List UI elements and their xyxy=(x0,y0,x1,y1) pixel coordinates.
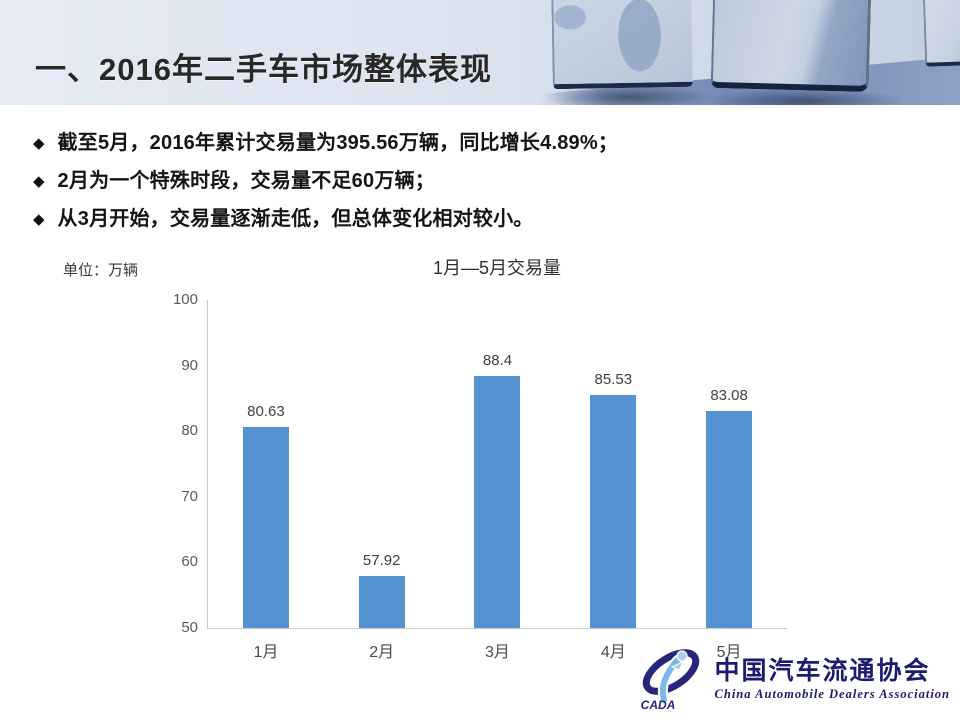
cube-icon xyxy=(922,0,960,67)
y-tick-label: 80 xyxy=(181,422,198,440)
chart-unit-label: 单位：万辆 xyxy=(63,262,139,279)
bar-value-label: 57.92 xyxy=(362,552,401,570)
bar-slot: 83.08 5月 xyxy=(671,300,787,661)
header-banner: 一、2016年二手车市场整体表现 xyxy=(0,0,960,105)
bar-4月 xyxy=(590,394,637,628)
diamond-bullet-icon: ◆ xyxy=(33,173,45,190)
cada-emblem-icon: CADA xyxy=(640,649,699,712)
cada-acronym: CADA xyxy=(640,698,675,712)
bullet-item: ◆ 从3月开始，交易量逐渐走低，但总体变化相对较小。 xyxy=(33,207,913,232)
bar-2月 xyxy=(358,576,405,628)
bullet-item: ◆ 截至5月，2016年累计交易量为395.56万辆，同比增长4.89%； xyxy=(33,131,913,156)
header-cubes-art xyxy=(540,0,960,105)
bar-1月 xyxy=(242,427,289,628)
x-category-label: 3月 xyxy=(485,644,510,661)
y-tick-label: 90 xyxy=(181,356,198,374)
x-category-label: 5月 xyxy=(716,644,742,661)
map-cube-icon xyxy=(551,0,693,90)
bar-value-label: 85.53 xyxy=(594,370,633,388)
logo-name-cn: 中国汽车流通协会 xyxy=(714,658,931,685)
bar-slot: 85.53 4月 xyxy=(555,300,671,661)
logo-name-en: China Automobile Dealers Association xyxy=(714,687,950,701)
bar-5月 xyxy=(706,411,753,628)
x-category-label: 1月 xyxy=(253,644,279,661)
bar-3月 xyxy=(474,376,521,628)
x-category-label: 2月 xyxy=(369,644,395,661)
cube-shadow xyxy=(705,88,905,105)
bullet-list: ◆ 截至5月，2016年累计交易量为395.56万辆，同比增长4.89%； ◆ … xyxy=(33,131,913,245)
y-tick-label: 70 xyxy=(181,487,198,505)
cada-logo: CADA 中国汽车流通协会 China Automobile Dealers A… xyxy=(635,648,950,712)
logo-text: 中国汽车流通协会 China Automobile Dealers Associ… xyxy=(715,658,950,702)
bar-slot: 80.63 1月 xyxy=(208,300,324,661)
cube-shadow xyxy=(544,84,714,105)
diamond-bullet-icon: ◆ xyxy=(33,135,45,152)
diamond-bullet-icon: ◆ xyxy=(33,211,45,228)
chart-plot: 80.63 1月 57.92 2月 88.4 3月 85.53 4月 83.08 5月 xyxy=(207,300,787,661)
y-axis-ticks: 100 90 80 70 60 50 xyxy=(148,291,198,636)
x-category-label: 4月 xyxy=(600,644,626,661)
bullet-text: 截至5月，2016年累计交易量为395.56万辆，同比增长4.89%； xyxy=(57,132,619,154)
slide-title: 一、2016年二手车市场整体表现 xyxy=(35,52,492,87)
y-tick-label: 100 xyxy=(172,291,198,308)
bar-value-label: 80.63 xyxy=(247,403,285,421)
bar-value-label: 88.4 xyxy=(482,352,513,370)
bullet-text: 从3月开始，交易量逐渐走低，但总体变化相对较小。 xyxy=(57,208,534,230)
y-tick-label: 60 xyxy=(181,553,198,571)
chart-title: 1月—5月交易量 xyxy=(432,258,562,278)
y-tick-label: 50 xyxy=(181,619,198,636)
bullet-item: ◆ 2月为一个特殊时段，交易量不足60万辆； xyxy=(33,169,913,194)
bar-value-label: 83.08 xyxy=(710,387,748,404)
bullet-text: 2月为一个特殊时段，交易量不足60万辆； xyxy=(57,170,435,192)
cube-icon xyxy=(710,0,872,93)
bar-slot: 88.4 3月 xyxy=(440,300,556,661)
bar-slot: 57.92 2月 xyxy=(324,300,440,661)
